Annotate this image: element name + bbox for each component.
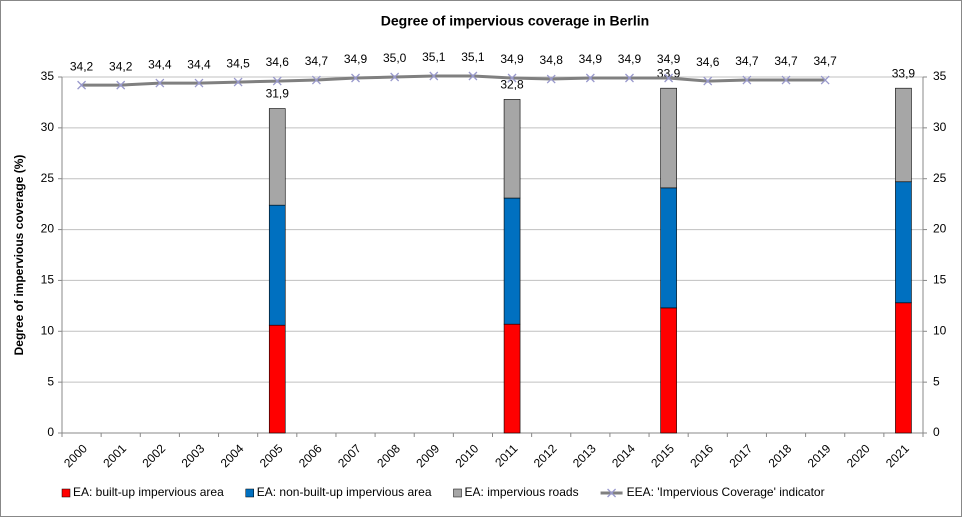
bar-segment xyxy=(895,302,912,434)
legend-swatch xyxy=(453,488,462,498)
line-marker xyxy=(546,74,556,84)
line-marker xyxy=(77,80,87,90)
bar-segment xyxy=(503,197,521,325)
legend-swatch xyxy=(61,488,71,498)
line-marker xyxy=(742,75,752,85)
y-tick-label: 10 xyxy=(41,323,55,337)
legend-label: EEA: 'Impervious Coverage' indicator xyxy=(627,485,825,499)
bar-total-label: 33,9 xyxy=(892,66,916,80)
line xyxy=(81,74,826,87)
y2-tick-label: 30 xyxy=(933,120,947,134)
data-label: 34,7 xyxy=(774,54,798,68)
data-label: 34,4 xyxy=(187,57,211,71)
data-label: 34,6 xyxy=(266,55,290,69)
data-label: 34,2 xyxy=(109,59,133,73)
line-marker xyxy=(781,75,791,85)
data-label: 34,9 xyxy=(579,52,603,66)
data-label: 34,2 xyxy=(70,59,94,73)
data-label: 34,7 xyxy=(305,54,329,68)
bar-segment xyxy=(268,108,286,206)
bar-segment xyxy=(660,307,677,434)
y-axis-label: Degree of impervious coverage (%) xyxy=(12,155,26,356)
legend-label: EA: impervious roads xyxy=(465,485,579,499)
bar-segment xyxy=(660,87,677,189)
y-tick-label: 20 xyxy=(41,222,55,236)
data-label: 35,1 xyxy=(422,50,446,64)
bar-segment xyxy=(895,181,912,304)
line-marker xyxy=(116,80,126,90)
legend-marker xyxy=(607,488,617,498)
data-label: 34,9 xyxy=(657,52,681,66)
y-tick-label: 15 xyxy=(41,273,55,287)
y-tick-label: 0 xyxy=(47,425,54,439)
bar-segment xyxy=(503,99,521,199)
y2-tick-label: 0 xyxy=(933,425,940,439)
y-tick-label: 30 xyxy=(41,120,55,134)
line-marker xyxy=(194,78,204,88)
bar-segment xyxy=(268,204,286,326)
bar-total-label: 31,9 xyxy=(266,87,290,101)
legend-label: EA: built-up impervious area xyxy=(73,485,224,499)
bar-segment xyxy=(503,323,521,434)
y2-tick-label: 25 xyxy=(933,171,947,185)
data-label: 34,7 xyxy=(813,54,837,68)
line-marker xyxy=(272,76,282,86)
line-marker xyxy=(820,75,830,85)
data-label: 34,9 xyxy=(500,52,524,66)
bar-segment xyxy=(660,187,677,309)
line-marker xyxy=(664,73,674,83)
y2-tick-label: 10 xyxy=(933,323,947,337)
y-tick-label: 35 xyxy=(41,69,55,83)
data-label: 34,7 xyxy=(735,54,759,68)
line-marker xyxy=(233,77,243,87)
data-label: 34,5 xyxy=(226,56,250,70)
bar-segment xyxy=(268,324,286,434)
line-marker xyxy=(703,76,713,86)
data-label: 34,8 xyxy=(540,53,564,67)
y2-tick-label: 20 xyxy=(933,222,947,236)
y2-tick-label: 5 xyxy=(933,374,940,388)
legend-swatch xyxy=(245,488,254,498)
line-marker xyxy=(625,73,634,83)
chart-title: Degree of impervious coverage in Berlin xyxy=(381,13,649,29)
line-marker xyxy=(351,73,360,83)
line-marker xyxy=(429,71,439,81)
y-tick-label: 5 xyxy=(47,374,54,388)
line-marker xyxy=(585,73,595,83)
data-label: 34,4 xyxy=(148,57,172,71)
legend-label: EA: non-built-up impervious area xyxy=(257,485,432,499)
data-label: 34,6 xyxy=(696,55,720,69)
line-marker xyxy=(155,78,165,88)
y-tick-label: 25 xyxy=(41,171,55,185)
line-marker xyxy=(468,71,478,81)
y2-tick-label: 35 xyxy=(933,69,947,83)
bar-segment xyxy=(895,87,912,183)
line-marker xyxy=(390,72,400,82)
data-label: 35,0 xyxy=(383,51,407,65)
y2-tick-label: 15 xyxy=(933,273,947,287)
line-marker xyxy=(507,73,517,83)
data-label: 34,9 xyxy=(344,52,368,66)
data-label: 34,9 xyxy=(618,52,642,66)
data-label: 35,1 xyxy=(461,50,485,64)
line-marker xyxy=(311,75,321,85)
bar-total-label: 32,8 xyxy=(500,78,524,92)
